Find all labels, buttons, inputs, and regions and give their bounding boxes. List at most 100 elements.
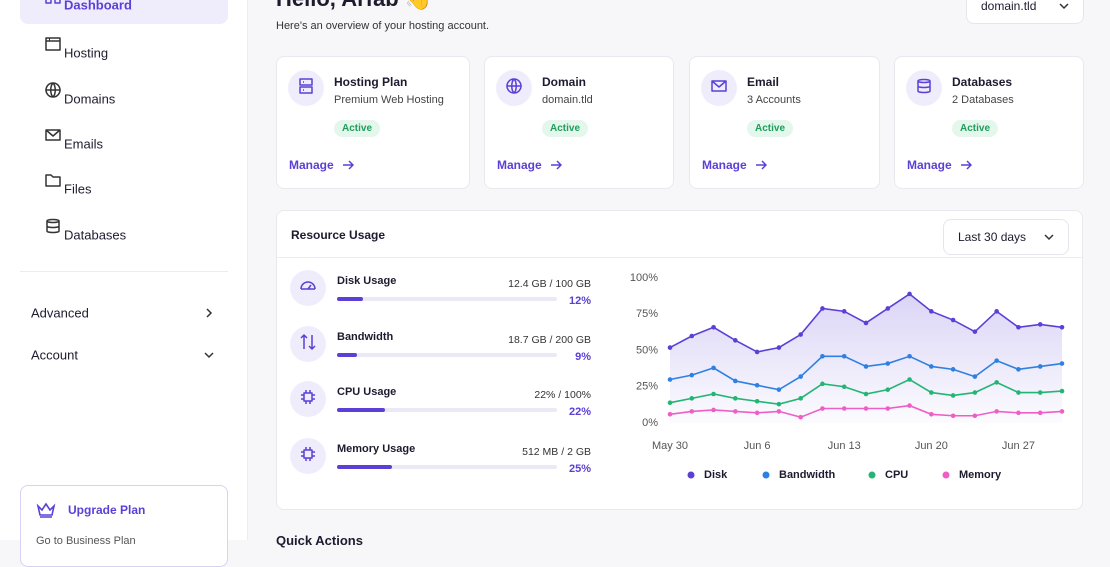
point <box>841 309 847 314</box>
nav-item[interactable]: Files <box>20 170 228 208</box>
usage-icon <box>290 326 326 362</box>
point <box>711 365 716 371</box>
card-icon <box>288 70 324 106</box>
point <box>1037 322 1043 327</box>
upgrade-text: Go to Business Plan <box>36 535 136 547</box>
point <box>885 306 891 311</box>
point <box>820 406 825 411</box>
point <box>907 403 912 408</box>
point <box>667 400 673 405</box>
progress-track <box>337 408 557 412</box>
chevron <box>206 308 213 318</box>
status-badge: Active <box>952 120 999 137</box>
arrow <box>960 160 972 170</box>
usage-percent: 12% <box>568 295 591 307</box>
icon <box>45 129 61 141</box>
arrow <box>342 160 354 170</box>
card-subtitle: domain.tld <box>542 94 593 106</box>
status-card: Email 3 Accounts Active Manage <box>689 56 880 189</box>
section-title: Quick Actions <box>276 533 363 548</box>
point <box>733 378 738 384</box>
usage-name: Bandwidth <box>337 331 394 343</box>
card-icon <box>906 70 942 106</box>
point <box>972 390 978 395</box>
sidebar: Dashboard Hosting Domains Emails Files Databa… <box>0 0 248 567</box>
usage-percent: 25% <box>568 463 591 475</box>
icon <box>299 277 317 300</box>
point <box>1037 364 1043 369</box>
chevron <box>1059 3 1069 10</box>
domain-select[interactable]: domain.tld <box>966 0 1084 24</box>
icon <box>300 333 316 350</box>
nav-item[interactable]: Domains <box>20 80 228 118</box>
arrow <box>755 160 767 170</box>
point <box>798 332 803 337</box>
point <box>776 387 782 392</box>
point <box>929 390 934 395</box>
usage-name: CPU Usage <box>337 386 397 398</box>
usage-chart: 0% 25% 50% 75% 100% May 30 Jun 6 Jun 13 Jun 20 Ju… <box>630 272 1065 481</box>
manage-link[interactable]: Manage <box>702 158 767 172</box>
y-tick-label: 100% <box>630 272 658 284</box>
nav-label: Dashboard <box>64 0 132 13</box>
chevron <box>1044 234 1054 241</box>
point <box>972 374 978 379</box>
card-icon <box>496 70 532 106</box>
usage-icon <box>290 381 326 417</box>
point <box>820 354 825 359</box>
card-title: Domain <box>542 75 587 89</box>
usage-icon <box>290 270 326 306</box>
card-subtitle: 3 Accounts <box>747 94 801 106</box>
icon <box>710 77 728 100</box>
card-title: Databases <box>952 75 1013 89</box>
nav-advanced[interactable]: Advanced <box>20 294 228 332</box>
point <box>841 354 847 359</box>
legend-swatch <box>687 471 695 479</box>
point <box>950 367 956 372</box>
point <box>667 345 673 350</box>
point <box>863 364 869 369</box>
usage-percent: 9% <box>575 351 591 363</box>
manage-link[interactable]: Manage <box>497 158 562 172</box>
point <box>798 374 803 379</box>
progress-fill <box>337 465 392 469</box>
nav-item[interactable]: Databases <box>20 216 228 254</box>
icon <box>299 445 317 468</box>
point <box>820 306 825 311</box>
point <box>711 391 716 397</box>
progress-track <box>337 353 557 357</box>
x-tick-label: Jun 20 <box>915 440 948 452</box>
card-subtitle: 2 Databases <box>952 94 1014 106</box>
icon <box>45 37 61 51</box>
manage-link[interactable]: Manage <box>907 158 972 172</box>
point <box>1059 325 1065 330</box>
point <box>754 398 760 404</box>
nav-account[interactable]: Account <box>20 336 228 374</box>
nav-label: Databases <box>64 227 127 243</box>
upgrade-box[interactable]: Upgrade Plan Go to Business Plan <box>20 485 228 567</box>
legend-label: Disk <box>704 469 728 481</box>
point <box>733 396 738 401</box>
usage-percent: 22% <box>568 406 591 418</box>
point <box>994 309 999 314</box>
point <box>776 345 782 350</box>
manage-link[interactable]: Manage <box>289 158 354 172</box>
point <box>1059 388 1065 394</box>
usage-detail: 12.4 GB / 100 GB <box>508 278 591 290</box>
point <box>863 406 869 411</box>
nav-label: Advanced <box>31 305 89 321</box>
point <box>1059 409 1065 414</box>
legend-label: CPU <box>885 469 908 481</box>
nav-item[interactable]: Hosting <box>20 34 228 72</box>
point <box>885 387 891 392</box>
usage-name: Memory Usage <box>337 443 416 455</box>
point <box>863 320 869 326</box>
nav-item[interactable]: Dashboard <box>20 0 228 24</box>
page: Dashboard Hosting Domains Emails Files Databa… <box>0 0 1084 567</box>
y-tick-label: 0% <box>642 417 658 429</box>
icon <box>299 77 313 94</box>
range-select[interactable]: Last 30 days <box>943 219 1069 255</box>
point <box>885 361 891 366</box>
nav-item[interactable]: Emails <box>20 125 228 163</box>
point <box>1037 390 1043 395</box>
